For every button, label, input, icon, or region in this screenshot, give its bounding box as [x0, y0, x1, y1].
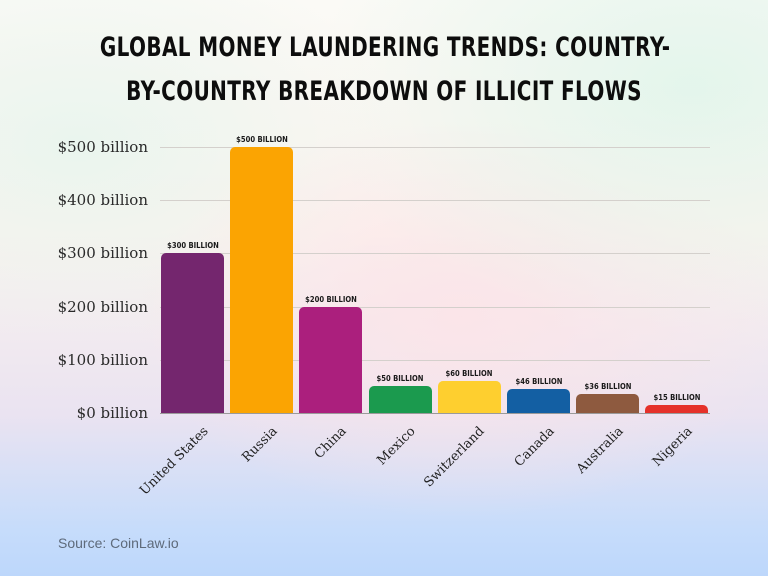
y-tick-label: $200 billion — [57, 298, 148, 316]
bar-value-label: $200 billion — [305, 295, 357, 304]
bar-value-label: $46 billion — [515, 377, 563, 386]
gridline — [160, 307, 710, 308]
bar-value-label: $36 billion — [584, 382, 632, 391]
x-axis-baseline — [160, 413, 710, 414]
y-tick-label: $0 billion — [76, 404, 148, 422]
x-tick-label: Australia — [573, 424, 627, 477]
x-tick-label: Switzerland — [421, 424, 488, 491]
x-tick-label: Mexico — [374, 424, 419, 469]
chart-title-line-2: by-Country Breakdown of Illicit Flows — [126, 76, 642, 107]
gridline — [160, 253, 710, 254]
gridline — [160, 360, 710, 361]
bar-canada — [507, 389, 570, 413]
x-tick-label: Nigeria — [649, 424, 696, 470]
bar-value-label: $60 billion — [445, 369, 493, 378]
y-tick-label: $500 billion — [57, 138, 148, 156]
bar-switzerland — [438, 381, 501, 413]
y-tick-label: $100 billion — [57, 351, 148, 369]
bar-value-label: $300 billion — [167, 241, 219, 250]
y-tick-label: $400 billion — [57, 191, 148, 209]
bar-value-label: $500 billion — [236, 135, 288, 144]
bar-united-states — [161, 253, 224, 413]
y-tick-label: $300 billion — [57, 244, 148, 262]
bar-mexico — [369, 386, 432, 413]
bar-china — [299, 307, 362, 413]
gridline — [160, 147, 710, 148]
bar-nigeria — [645, 405, 708, 413]
bar-russia — [230, 147, 293, 413]
chart-title-line-1: Global Money Laundering Trends: Country- — [99, 32, 671, 63]
x-tick-label: Russia — [239, 424, 281, 466]
x-tick-label: Canada — [511, 424, 558, 470]
bar-australia — [576, 394, 639, 413]
bar-value-label: $50 billion — [376, 374, 424, 383]
chart-title: Global Money Laundering Trends: Country-… — [99, 26, 671, 114]
x-tick-label: China — [311, 424, 350, 462]
bar-value-label: $15 billion — [653, 393, 701, 402]
gridline — [160, 200, 710, 201]
x-tick-label: United States — [137, 424, 212, 499]
source-note: Source: CoinLaw.io — [58, 535, 179, 551]
